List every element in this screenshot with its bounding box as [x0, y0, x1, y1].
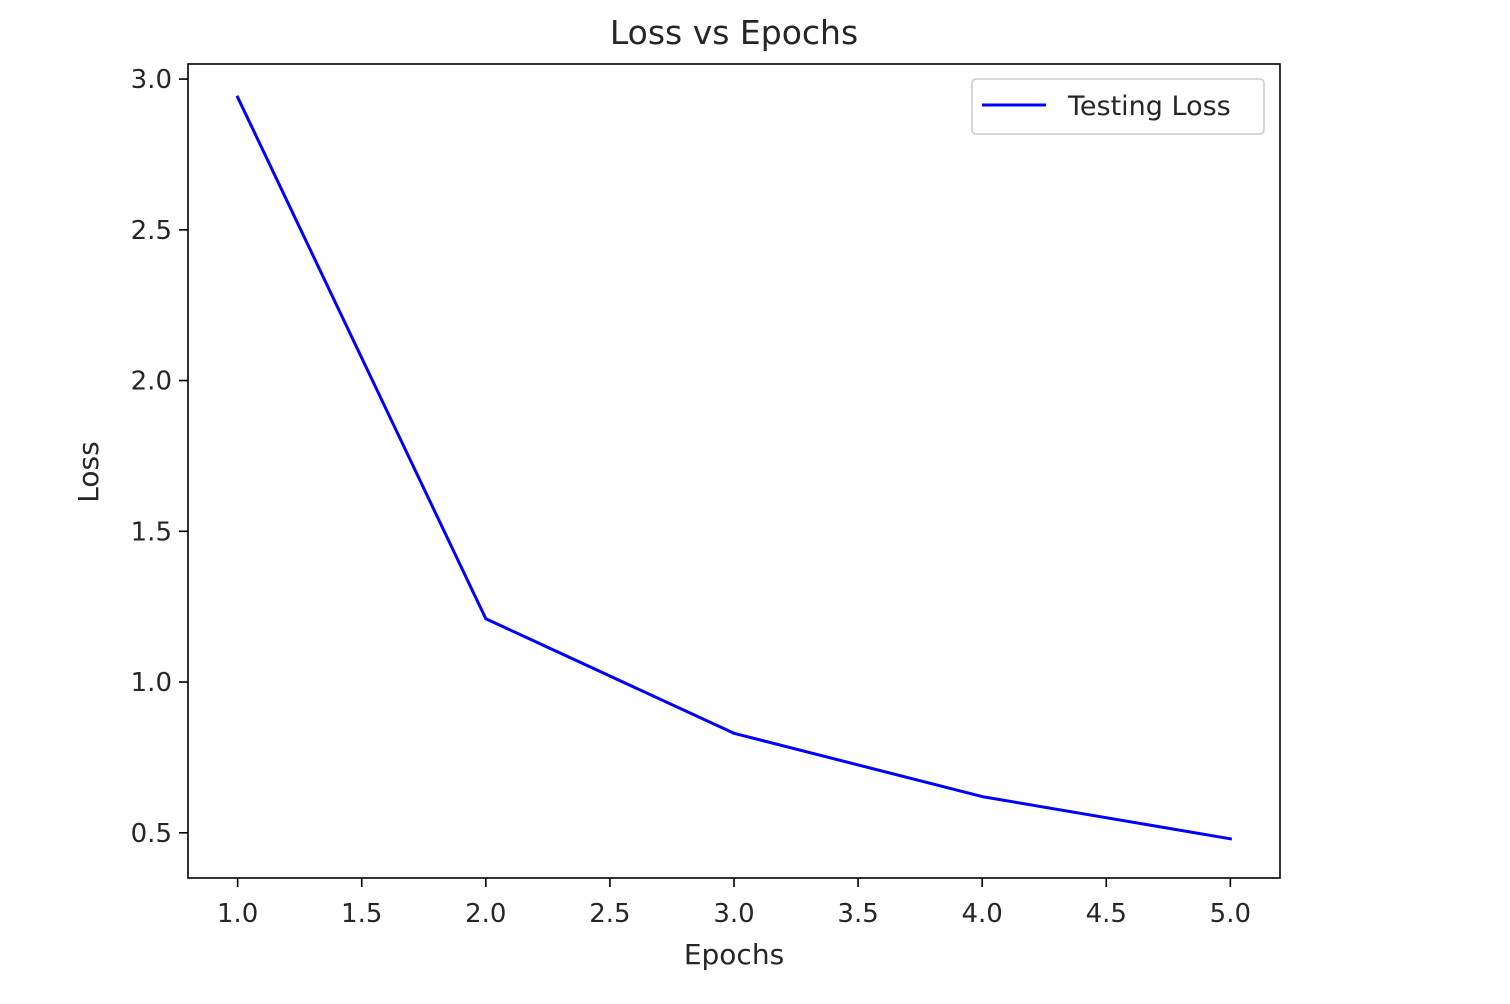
plot-frame	[187, 63, 1281, 879]
legend: Testing Loss	[971, 78, 1265, 135]
x-tick-label: 5.0	[1210, 899, 1251, 929]
y-tick-label: 3.0	[131, 65, 172, 95]
x-tick-label: 1.5	[341, 899, 382, 929]
series-lines	[235, 95, 1233, 841]
x-tick-label: 4.5	[1086, 899, 1127, 929]
y-tick-label: 2.0	[131, 367, 172, 397]
x-tick-label: 2.0	[465, 899, 506, 929]
y-tick-label: 0.5	[131, 819, 172, 849]
x-tick-label: 3.5	[837, 899, 878, 929]
legend-box	[971, 78, 1265, 135]
x-tick-label: 2.5	[589, 899, 630, 929]
axis-ticks: 1.0 1.5 2.0 2.5 3.0 3.5 4.0 4.5 5.0 0.5 1.0 1.5 2.0 2…	[131, 65, 1251, 929]
plot-area	[188, 64, 1280, 878]
legend-label: Testing Loss	[1067, 91, 1231, 122]
y-tick-label: 1.0	[131, 668, 172, 698]
x-axis-label: Epochs	[684, 938, 784, 971]
y-tick-label: 1.5	[131, 517, 172, 547]
series-line-testing-loss	[235, 95, 1233, 841]
chart-title: Loss vs Epochs	[610, 13, 858, 52]
x-tick-label: 4.0	[962, 899, 1003, 929]
y-axis-label: Loss	[72, 441, 105, 502]
x-tick-label: 1.0	[217, 899, 258, 929]
y-tick-label: 2.5	[131, 216, 172, 246]
x-tick-label: 3.0	[713, 899, 754, 929]
